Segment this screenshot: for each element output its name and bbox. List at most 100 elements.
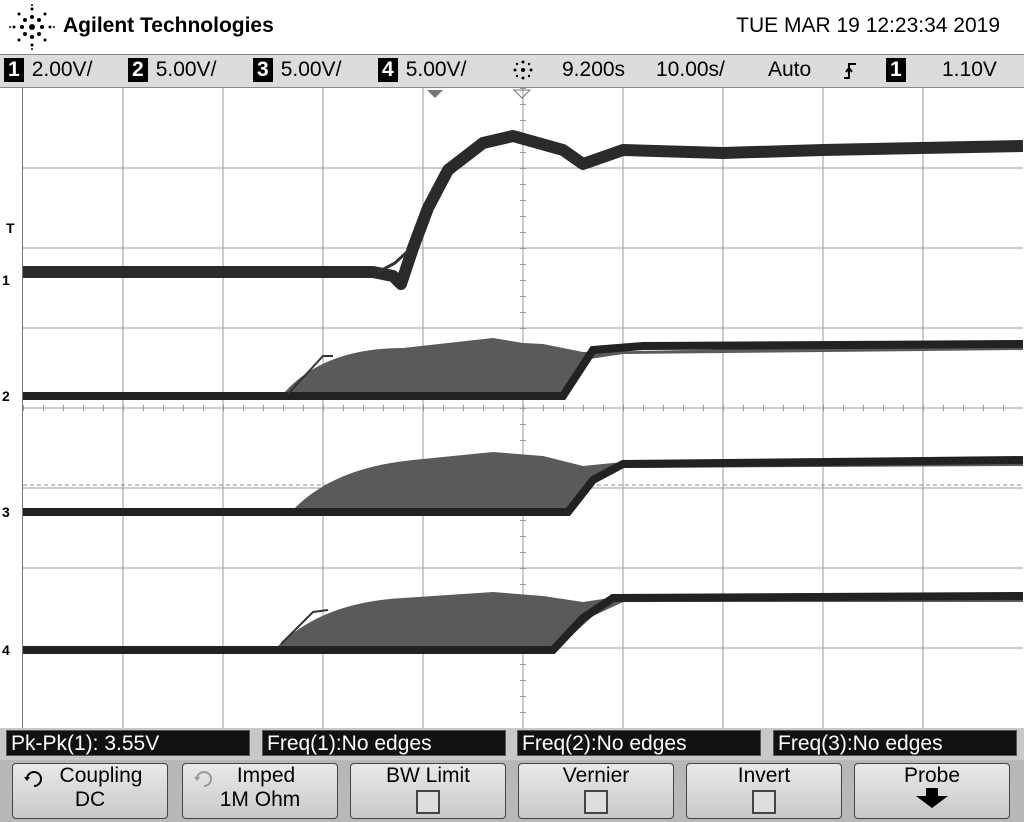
delay-icon	[513, 60, 533, 80]
probe-label: Probe	[903, 764, 961, 787]
measurement-freq-ch1: Freq(1):No edges	[262, 730, 506, 756]
invert-label: Invert	[737, 764, 791, 787]
vernier-checkbox-icon[interactable]	[584, 790, 608, 814]
grid-tick	[223, 405, 224, 411]
rotate-knob-icon	[194, 771, 212, 787]
grid-tick	[520, 216, 526, 217]
measurement-freq-ch2: Freq(2):No edges	[517, 730, 761, 756]
brand-name: Agilent Technologies	[63, 14, 274, 37]
ch2-badge: 2	[128, 58, 148, 82]
delay-value[interactable]: 9.200s	[562, 58, 626, 81]
grid-tick	[520, 712, 526, 713]
grid-tick	[520, 520, 526, 521]
ch4-scale[interactable]: 4 5.00V/	[378, 58, 466, 82]
grid-tick	[1003, 405, 1004, 411]
grid-tick	[520, 328, 526, 329]
grid-tick	[383, 405, 384, 411]
grid-tick	[520, 584, 526, 585]
bw-limit-label: BW Limit	[386, 764, 470, 787]
grid-tick	[123, 405, 124, 411]
grid-tick	[703, 405, 704, 411]
grid-tick	[663, 405, 664, 411]
ch4-scale-value: 5.00V/	[405, 58, 467, 81]
grid-tick	[163, 405, 164, 411]
trigger-level[interactable]: 1.10V	[942, 58, 997, 81]
grid-tick	[303, 405, 304, 411]
measurement-bar: Pk-Pk(1): 3.55V Freq(1):No edges Freq(2)…	[0, 728, 1024, 760]
grid-tick	[503, 405, 504, 411]
grid-tick	[520, 296, 526, 297]
ch4-waveform	[23, 592, 1023, 654]
grid-tick	[520, 120, 526, 121]
ch2-scale[interactable]: 2 5.00V/	[128, 58, 216, 82]
grid-tick	[23, 405, 24, 411]
grid-tick	[243, 405, 244, 411]
vernier-softkey[interactable]: Vernier	[518, 763, 674, 819]
grid-tick	[843, 405, 844, 411]
grid-tick	[903, 405, 904, 411]
ch3-scale[interactable]: 3 5.00V/	[253, 58, 341, 82]
grid-tick	[743, 405, 744, 411]
grid-tick	[520, 696, 526, 697]
impedance-label: Imped	[236, 764, 296, 787]
trigger-marker: T	[6, 220, 15, 236]
probe-softkey[interactable]: Probe	[854, 763, 1010, 819]
grid-tick	[520, 184, 526, 185]
grid-tick	[763, 405, 764, 411]
timebase-value[interactable]: 10.00s/	[656, 58, 725, 81]
grid-tick	[543, 405, 544, 411]
agilent-logo-icon	[9, 4, 55, 50]
ch1-badge: 1	[4, 58, 24, 82]
grid-tick	[520, 664, 526, 665]
grid-tick	[183, 405, 184, 411]
ch1-scale-value: 2.00V/	[31, 58, 93, 81]
grid-tick	[643, 405, 644, 411]
ch4-ground-marker[interactable]: 4	[2, 642, 10, 658]
grid-tick	[520, 568, 526, 569]
bw-limit-softkey[interactable]: BW Limit	[350, 763, 506, 819]
invert-softkey[interactable]: Invert	[686, 763, 842, 819]
grid-tick	[83, 405, 84, 411]
grid-tick	[823, 405, 824, 411]
grid-tick	[723, 405, 724, 411]
invert-checkbox-icon[interactable]	[752, 790, 776, 814]
grid-tick	[923, 405, 924, 411]
grid-tick	[863, 405, 864, 411]
grid-tick	[603, 405, 604, 411]
coupling-label: Coupling	[59, 764, 143, 787]
grid-tick	[263, 405, 264, 411]
grid-tick	[283, 405, 284, 411]
trigger-source-badge: 1	[886, 58, 906, 82]
grid-tick	[43, 405, 44, 411]
grid-tick	[883, 405, 884, 411]
bw-limit-checkbox-icon[interactable]	[416, 790, 440, 814]
coupling-softkey[interactable]: Coupling DC	[12, 763, 168, 819]
ch2-scale-value: 5.00V/	[155, 58, 217, 81]
grid-tick	[323, 405, 324, 411]
trigger-mode[interactable]: Auto	[768, 58, 812, 81]
grid-tick	[520, 232, 526, 233]
ch1-scale[interactable]: 1 2.00V/	[4, 58, 92, 82]
impedance-softkey[interactable]: Imped 1M Ohm	[182, 763, 338, 819]
grid-tick	[103, 405, 104, 411]
ch2-ground-marker[interactable]: 2	[2, 388, 10, 404]
grid-tick	[520, 440, 526, 441]
rising-edge-icon	[844, 63, 856, 79]
trigger-source[interactable]: 1	[886, 58, 914, 82]
grid-tick	[363, 405, 364, 411]
ch1-waveform	[23, 130, 1023, 290]
grid-tick	[583, 405, 584, 411]
waveform-canvas	[23, 88, 1023, 728]
waveform-display[interactable]	[22, 88, 1023, 728]
grid-tick	[623, 405, 624, 411]
ch2-waveform	[23, 338, 1023, 400]
grid-tick	[443, 405, 444, 411]
grid-tick	[520, 536, 526, 537]
ch3-ground-marker[interactable]: 3	[2, 504, 10, 520]
grid-tick	[143, 405, 144, 411]
grid-tick	[520, 264, 526, 265]
delay-marker	[512, 89, 532, 99]
grid-tick	[803, 405, 804, 411]
grid-tick	[520, 168, 526, 169]
ch1-ground-marker[interactable]: 1	[2, 272, 10, 288]
